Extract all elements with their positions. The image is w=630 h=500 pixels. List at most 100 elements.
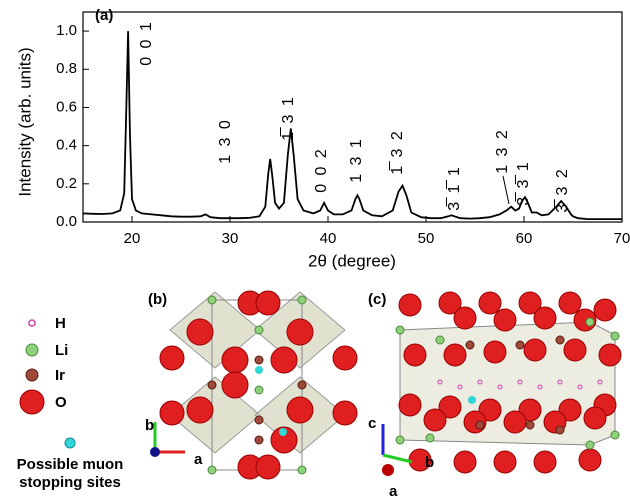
- plot-frame: [82, 11, 623, 223]
- iridium: [254, 355, 264, 365]
- peak-label: 3̅ 1̅ 1: [445, 165, 463, 211]
- oxygen: [438, 291, 462, 315]
- oxygen: [186, 396, 214, 424]
- oxygen: [270, 346, 298, 374]
- oxygen: [398, 393, 422, 417]
- legend-text: H: [55, 315, 66, 332]
- lithium: [254, 325, 264, 335]
- lithium: [395, 325, 405, 335]
- hydrogen: [557, 379, 563, 385]
- oxygen: [533, 306, 557, 330]
- oxygen: [598, 343, 622, 367]
- lithium: [297, 465, 307, 475]
- y-tick-label: 0.6: [56, 98, 77, 115]
- lithium: [585, 440, 595, 450]
- oxygen: [159, 345, 185, 371]
- oxygen: [403, 343, 427, 367]
- lithium: [207, 295, 217, 305]
- hydrogen: [457, 384, 463, 390]
- oxygen: [398, 293, 422, 317]
- oxygen: [493, 308, 517, 332]
- oxygen: [255, 454, 281, 480]
- peak-label: 1 3 2: [494, 128, 511, 174]
- y-tick-label: 0.2: [56, 175, 77, 192]
- legend-muon: [64, 437, 76, 449]
- legend-o: [19, 389, 45, 415]
- iridium: [475, 420, 485, 430]
- y-axis-label: Intensity (arb. units): [15, 47, 34, 196]
- y-tick-label: 1.0: [56, 22, 77, 39]
- oxygen: [286, 318, 314, 346]
- leader-line: [502, 175, 510, 205]
- peak-label: 0 0 2: [313, 147, 330, 193]
- axis-name: b: [145, 417, 154, 434]
- hydrogen: [577, 384, 583, 390]
- peak-label: 0 0 1: [138, 20, 155, 66]
- peak-label: 3̅ 3̅ 1: [514, 160, 532, 206]
- iridium: [555, 335, 565, 345]
- axis-name: b: [425, 454, 434, 471]
- lithium: [425, 433, 435, 443]
- hydrogen: [497, 384, 503, 390]
- panel-label: (b): [148, 291, 167, 308]
- axis-arrow: [382, 453, 413, 464]
- hydrogen: [517, 379, 523, 385]
- hydrogen: [597, 379, 603, 385]
- hydrogen: [537, 384, 543, 390]
- axis-name: a: [194, 451, 203, 468]
- oxygen: [221, 346, 249, 374]
- lithium: [297, 295, 307, 305]
- iridium: [515, 340, 525, 350]
- iridium: [254, 415, 264, 425]
- axis-origin: [150, 447, 160, 457]
- legend-li: [25, 343, 39, 357]
- legend-text: Ir: [55, 367, 65, 384]
- oxygen: [503, 410, 527, 434]
- lithium: [254, 385, 264, 395]
- oxygen: [453, 306, 477, 330]
- peak-label: 1 3 1: [348, 137, 365, 183]
- oxygen: [563, 338, 587, 362]
- axis-name: a: [389, 483, 398, 500]
- muon-site: [279, 428, 287, 436]
- oxygen: [478, 291, 502, 315]
- oxygen: [255, 290, 281, 316]
- peak-label: 1 3 0: [217, 118, 234, 164]
- iridium: [555, 425, 565, 435]
- iridium: [465, 340, 475, 350]
- xrd-line: [82, 31, 622, 220]
- x-tick-label: 60: [516, 230, 533, 247]
- oxygen: [221, 371, 249, 399]
- oxygen: [286, 396, 314, 424]
- legend-text: Possible muon: [17, 456, 124, 473]
- structures: [159, 290, 622, 480]
- peak-label: 1̅ 3 1: [279, 95, 297, 141]
- oxygen: [493, 450, 517, 474]
- iridium: [525, 420, 535, 430]
- oxygen: [483, 340, 507, 364]
- oxygen: [443, 343, 467, 367]
- axis-origin: [382, 464, 394, 476]
- y-tick-label: 0.8: [56, 60, 77, 77]
- legend-ir: [25, 368, 39, 382]
- lithium: [207, 465, 217, 475]
- y-tick-label: 0.0: [56, 213, 77, 230]
- oxygen: [186, 318, 214, 346]
- hydrogen: [437, 379, 443, 385]
- oxygen: [332, 400, 358, 426]
- legend-h: [28, 319, 36, 327]
- y-tick-label: 0.4: [56, 137, 77, 154]
- oxygen: [558, 398, 582, 422]
- lithium: [395, 435, 405, 445]
- oxygen: [533, 450, 557, 474]
- iridium: [297, 380, 307, 390]
- iridium: [254, 435, 264, 445]
- legend-text: stopping sites: [19, 474, 121, 491]
- legend-text: Li: [55, 342, 68, 359]
- oxygen: [453, 450, 477, 474]
- lithium: [610, 430, 620, 440]
- panel-label: (a): [95, 7, 113, 24]
- oxygen: [423, 408, 447, 432]
- lithium: [610, 331, 620, 341]
